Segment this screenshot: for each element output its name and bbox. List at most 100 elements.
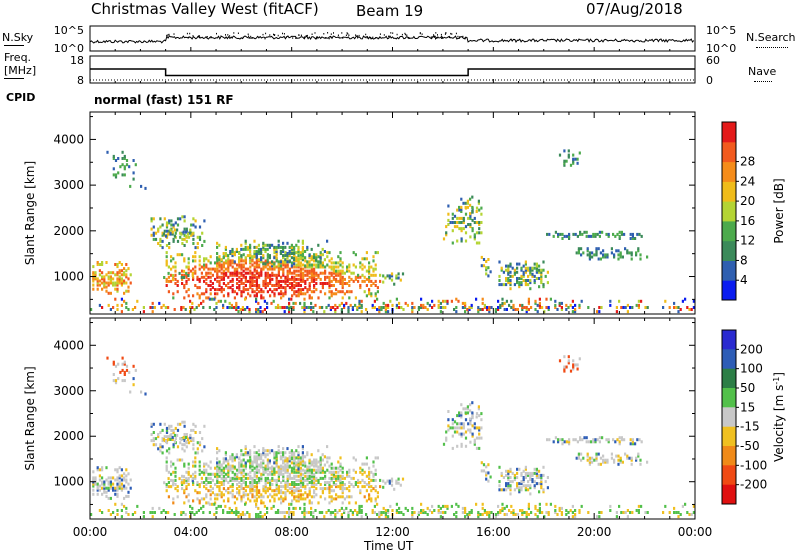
velocity-cell bbox=[516, 482, 519, 486]
power-cell bbox=[315, 256, 318, 260]
velocity-cell bbox=[469, 420, 472, 424]
velocity-cell bbox=[167, 438, 170, 441]
velocity-cell bbox=[498, 484, 501, 488]
power-cell bbox=[275, 265, 278, 269]
velocity-cell bbox=[213, 513, 216, 516]
velocity-cell bbox=[216, 476, 219, 480]
power-cell bbox=[167, 275, 170, 279]
power-cell bbox=[558, 153, 562, 157]
power-cell bbox=[244, 259, 247, 263]
power-cell bbox=[231, 252, 234, 255]
power-cell bbox=[512, 306, 515, 309]
power-cell bbox=[129, 281, 132, 285]
velocity-cell bbox=[326, 468, 329, 472]
velocity-cell bbox=[182, 475, 186, 479]
velocity-cell bbox=[328, 483, 331, 486]
velocity-cell bbox=[346, 487, 349, 491]
power-cell bbox=[216, 256, 219, 260]
power-cell bbox=[213, 308, 216, 311]
power-cell bbox=[248, 308, 251, 311]
velocity-cell bbox=[319, 495, 322, 499]
velocity-cell bbox=[262, 461, 265, 465]
velocity-cell bbox=[181, 458, 184, 462]
velocity-cell bbox=[604, 460, 607, 464]
power-cell bbox=[563, 163, 566, 167]
velocity-cell bbox=[136, 504, 139, 508]
velocity-cell bbox=[162, 438, 165, 441]
velocity-cell bbox=[271, 489, 274, 493]
power-cell bbox=[365, 269, 368, 273]
power-cell bbox=[98, 283, 101, 287]
power-cell bbox=[335, 288, 338, 292]
velocity-cell bbox=[291, 489, 294, 493]
power-cell bbox=[314, 303, 317, 307]
velocity-cell bbox=[303, 502, 306, 506]
velocity-cell bbox=[183, 420, 186, 424]
power-cell bbox=[639, 257, 642, 261]
power-cell bbox=[185, 239, 188, 243]
velocity-cell bbox=[120, 468, 123, 472]
velocity-cell bbox=[516, 484, 519, 488]
velocity-cell bbox=[505, 513, 508, 516]
power-cell bbox=[346, 290, 349, 294]
velocity-cell bbox=[326, 456, 329, 460]
velocity-cell bbox=[535, 469, 538, 473]
velocity-cell bbox=[127, 472, 130, 476]
power-cell bbox=[140, 184, 143, 188]
velocity-cell bbox=[447, 428, 450, 432]
velocity-cell bbox=[205, 493, 208, 497]
velocity-cell bbox=[240, 453, 243, 457]
velocity-cell bbox=[224, 451, 227, 455]
velocity-cell bbox=[260, 463, 263, 467]
power-cell bbox=[319, 263, 322, 267]
velocity-cell bbox=[176, 495, 179, 499]
power-cell bbox=[132, 171, 135, 175]
velocity-cell bbox=[359, 491, 362, 495]
power-cell bbox=[295, 277, 298, 281]
power-cell bbox=[242, 263, 245, 267]
power-cell bbox=[284, 265, 287, 269]
velocity-cell bbox=[458, 426, 461, 430]
velocity-cell bbox=[249, 461, 252, 465]
velocity-cell bbox=[535, 467, 538, 471]
power-cell bbox=[374, 267, 377, 271]
velocity-cell bbox=[315, 478, 318, 482]
velocity-cell bbox=[304, 497, 307, 501]
velocity-cell bbox=[382, 511, 385, 514]
power-cell bbox=[264, 247, 267, 251]
velocity-cell bbox=[198, 468, 201, 472]
velocity-cell bbox=[502, 488, 505, 492]
velocity-cell bbox=[280, 481, 283, 484]
power-cell bbox=[249, 254, 252, 258]
velocity-cell bbox=[478, 426, 481, 430]
power-cell bbox=[348, 263, 351, 267]
power-cell bbox=[324, 265, 327, 269]
velocity-cell bbox=[330, 466, 333, 470]
power-cell bbox=[275, 277, 278, 281]
power-cell bbox=[279, 264, 282, 268]
power-cell bbox=[194, 246, 197, 250]
power-cell bbox=[337, 290, 340, 294]
power-cell bbox=[209, 275, 212, 279]
power-cell bbox=[302, 271, 305, 275]
power-cell bbox=[222, 269, 225, 273]
power-cell bbox=[585, 230, 588, 234]
velocity-cell bbox=[522, 480, 525, 484]
velocity-cell bbox=[219, 504, 222, 508]
velocity-cell bbox=[282, 465, 285, 469]
velocity-cell bbox=[288, 476, 291, 480]
power-cell bbox=[325, 306, 328, 309]
velocity-cell bbox=[258, 470, 261, 474]
power-cell bbox=[301, 258, 304, 262]
power-cell bbox=[244, 241, 247, 245]
power-cell bbox=[578, 303, 581, 307]
velocity-cell bbox=[268, 461, 271, 465]
velocity-cell bbox=[591, 456, 594, 460]
velocity-cell bbox=[646, 511, 649, 514]
velocity-cell bbox=[288, 457, 291, 461]
velocity-cell bbox=[486, 511, 489, 514]
velocity-cell bbox=[310, 513, 313, 516]
velocity-cell bbox=[293, 467, 296, 471]
power-cell bbox=[480, 231, 483, 235]
power-cell bbox=[558, 303, 561, 307]
